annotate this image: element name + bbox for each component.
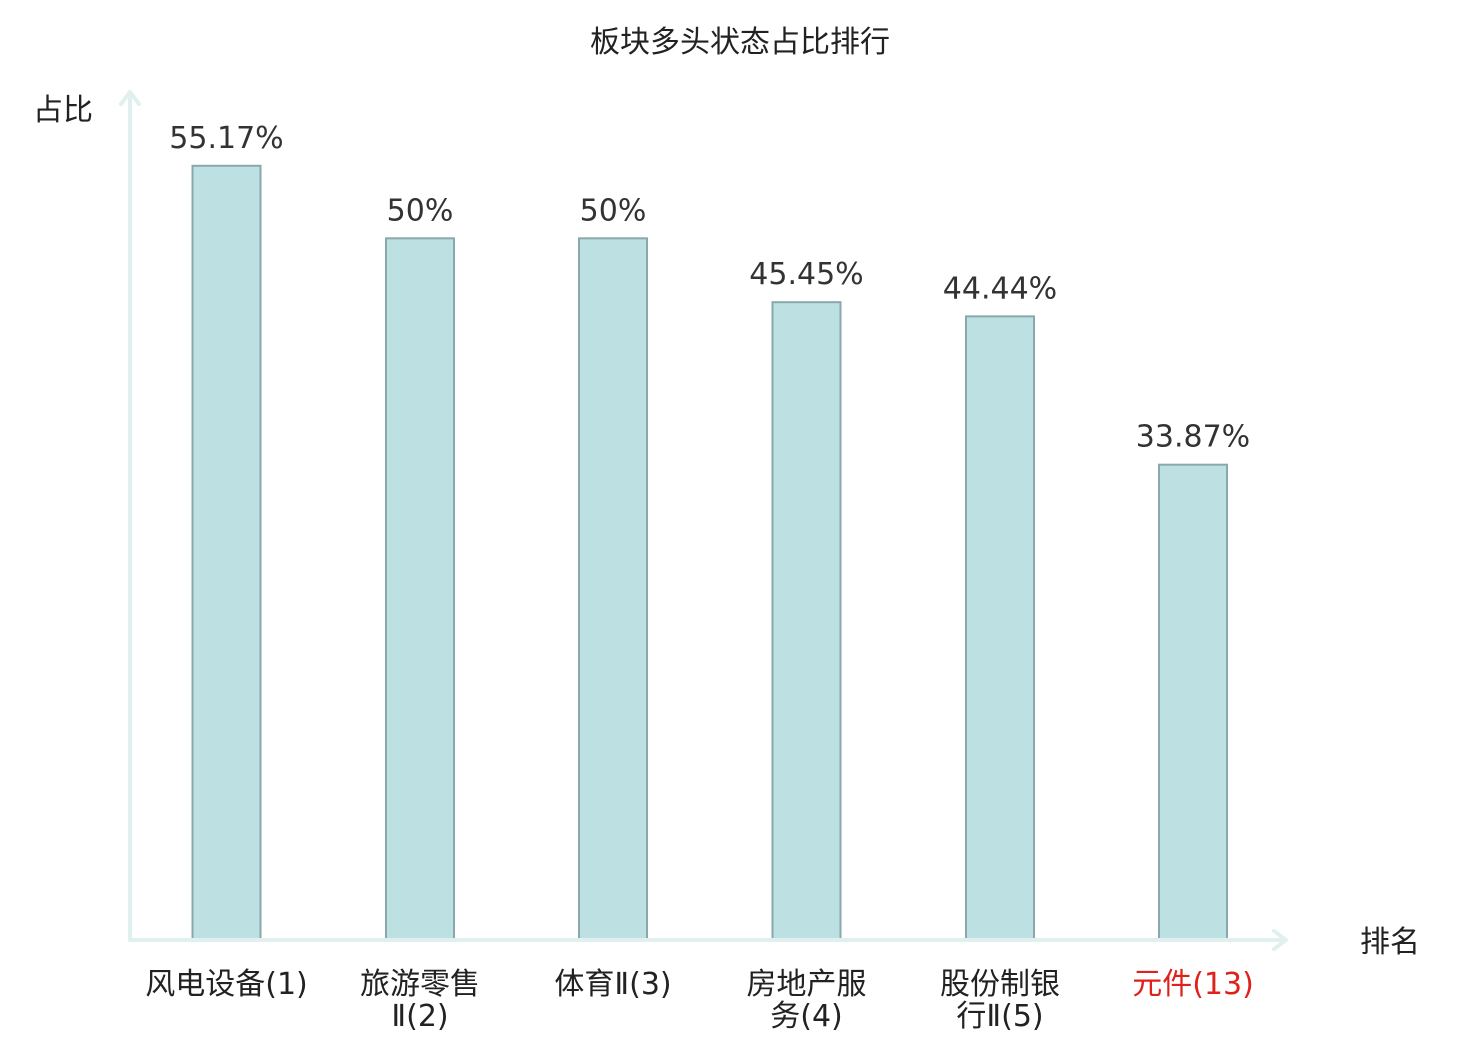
category-label-3: 体育Ⅱ(3) [554, 967, 671, 1002]
bar-5 [965, 315, 1035, 942]
category-label-1: 风电设备(1) [145, 967, 308, 1002]
bar-4 [771, 301, 842, 941]
category-label-6: 元件(13) [1132, 967, 1254, 1002]
y-axis-label: 占比 [33, 93, 93, 128]
value-label-4: 45.45% [749, 257, 863, 292]
value-label-5: 44.44% [943, 271, 1057, 306]
bars-group [191, 164, 1228, 942]
chart-title: 板块多头状态占比排行 [590, 25, 890, 60]
category-label-4-line-1: 房地产服 [747, 967, 867, 1002]
category-label-5-line-1: 股份制银 [940, 967, 1060, 1002]
value-label-1: 55.17% [169, 121, 283, 156]
category-label-5-line-2: 行Ⅱ(5) [956, 999, 1043, 1034]
bar-1 [191, 164, 262, 941]
x-axis-label: 排名 [1360, 925, 1420, 960]
value-label-3: 50% [580, 193, 647, 228]
value-label-6: 33.87% [1136, 420, 1250, 455]
category-label-2-line-1: 旅游零售 [360, 967, 480, 1002]
x-axis-line [128, 929, 1288, 951]
value-label-2: 50% [387, 193, 454, 228]
y-axis-line [119, 90, 141, 942]
bar-6 [1158, 463, 1228, 941]
bar-3 [578, 237, 648, 942]
value-labels-group: 55.17% 50% 50% 45.45% 44.44% 33.87% [169, 121, 1250, 455]
bar-2 [385, 237, 455, 942]
category-label-2-line-2: Ⅱ(2) [391, 999, 448, 1034]
category-label-4-line-2: 务(4) [770, 999, 843, 1034]
